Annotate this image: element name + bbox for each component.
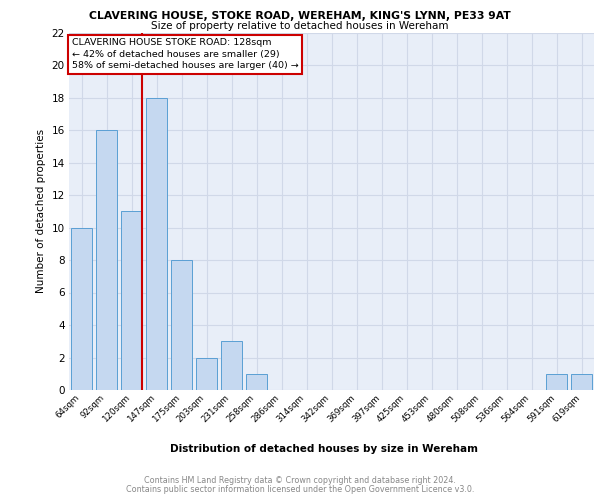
Bar [546, 374, 567, 390]
Bar [71, 228, 92, 390]
Text: Contains public sector information licensed under the Open Government Licence v3: Contains public sector information licen… [126, 484, 474, 494]
Text: Contains HM Land Registry data © Crown copyright and database right 2024.: Contains HM Land Registry data © Crown c… [144, 476, 456, 485]
Bar [96, 130, 117, 390]
Bar [171, 260, 192, 390]
Bar [146, 98, 167, 390]
Text: Size of property relative to detached houses in Wereham: Size of property relative to detached ho… [151, 21, 449, 31]
Text: Distribution of detached houses by size in Wereham: Distribution of detached houses by size … [170, 444, 478, 454]
Text: CLAVERING HOUSE, STOKE ROAD, WEREHAM, KING'S LYNN, PE33 9AT: CLAVERING HOUSE, STOKE ROAD, WEREHAM, KI… [89, 11, 511, 21]
Bar [121, 211, 142, 390]
Bar [246, 374, 267, 390]
Bar [196, 358, 217, 390]
Bar [221, 341, 242, 390]
Bar [571, 374, 592, 390]
Text: CLAVERING HOUSE STOKE ROAD: 128sqm
← 42% of detached houses are smaller (29)
58%: CLAVERING HOUSE STOKE ROAD: 128sqm ← 42%… [71, 38, 298, 70]
Y-axis label: Number of detached properties: Number of detached properties [36, 129, 46, 294]
